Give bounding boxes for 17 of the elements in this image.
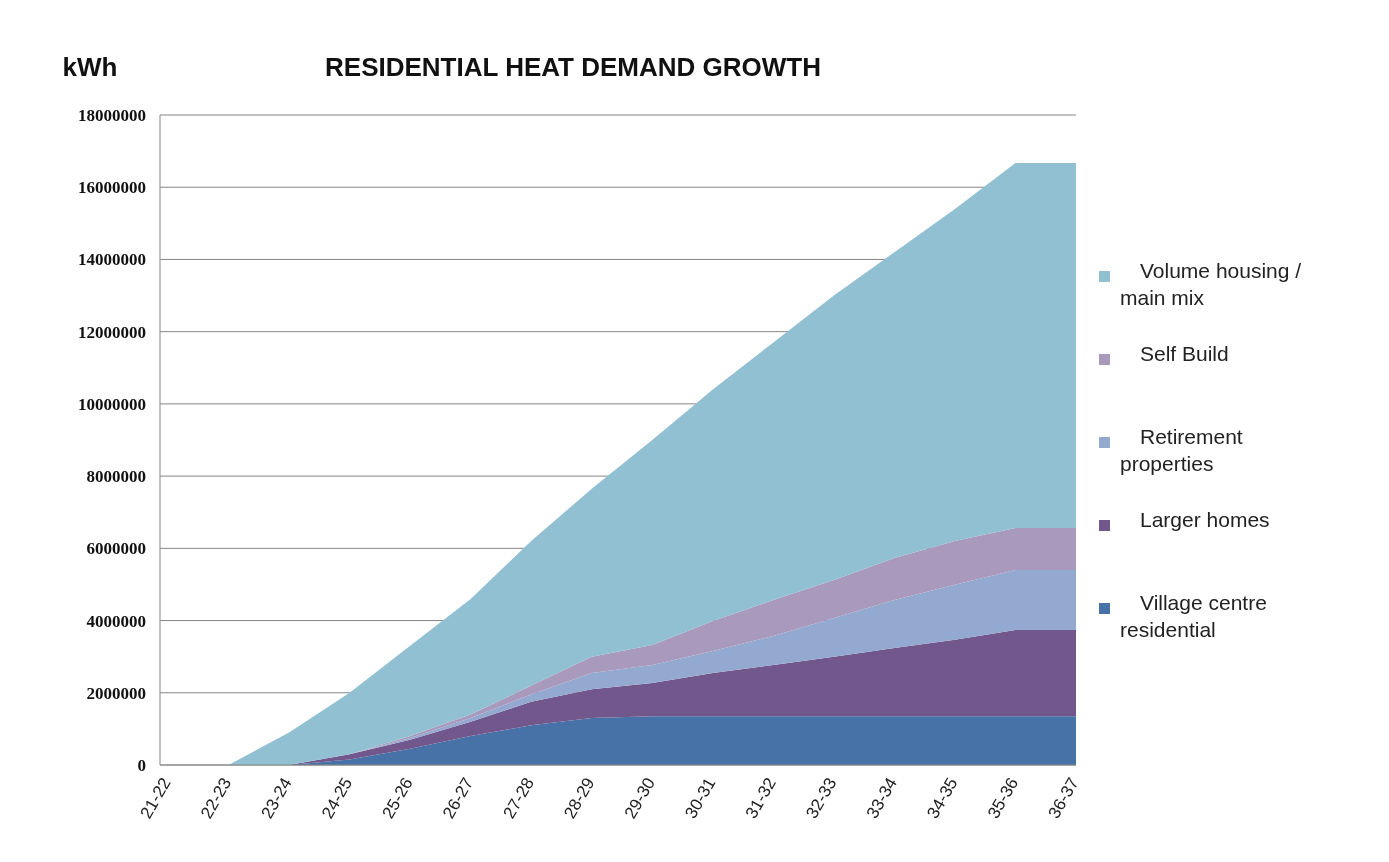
y-tick-label: 2000000 bbox=[86, 683, 146, 703]
legend-label: Village centre residential bbox=[1120, 591, 1267, 641]
y-tick-label: 18000000 bbox=[78, 105, 146, 125]
legend-label: Volume housing / main mix bbox=[1120, 259, 1302, 309]
y-tick-label: 8000000 bbox=[86, 467, 146, 487]
y-tick-label: 14000000 bbox=[78, 250, 146, 270]
y-tick-label: 0 bbox=[137, 755, 146, 775]
y-tick-label: 6000000 bbox=[86, 539, 146, 559]
legend-label: Larger homes bbox=[1140, 508, 1270, 531]
chart-title: RESIDENTIAL HEAT DEMAND GROWTH bbox=[325, 52, 821, 82]
legend-label: Retirement properties bbox=[1120, 425, 1243, 475]
y-axis-title: kWh bbox=[62, 52, 118, 82]
y-tick-label: 10000000 bbox=[78, 394, 146, 414]
y-tick-label: 4000000 bbox=[86, 611, 146, 631]
y-tick-label: 16000000 bbox=[78, 178, 146, 198]
legend-label: Self Build bbox=[1140, 342, 1229, 365]
y-tick-label: 12000000 bbox=[78, 322, 146, 342]
